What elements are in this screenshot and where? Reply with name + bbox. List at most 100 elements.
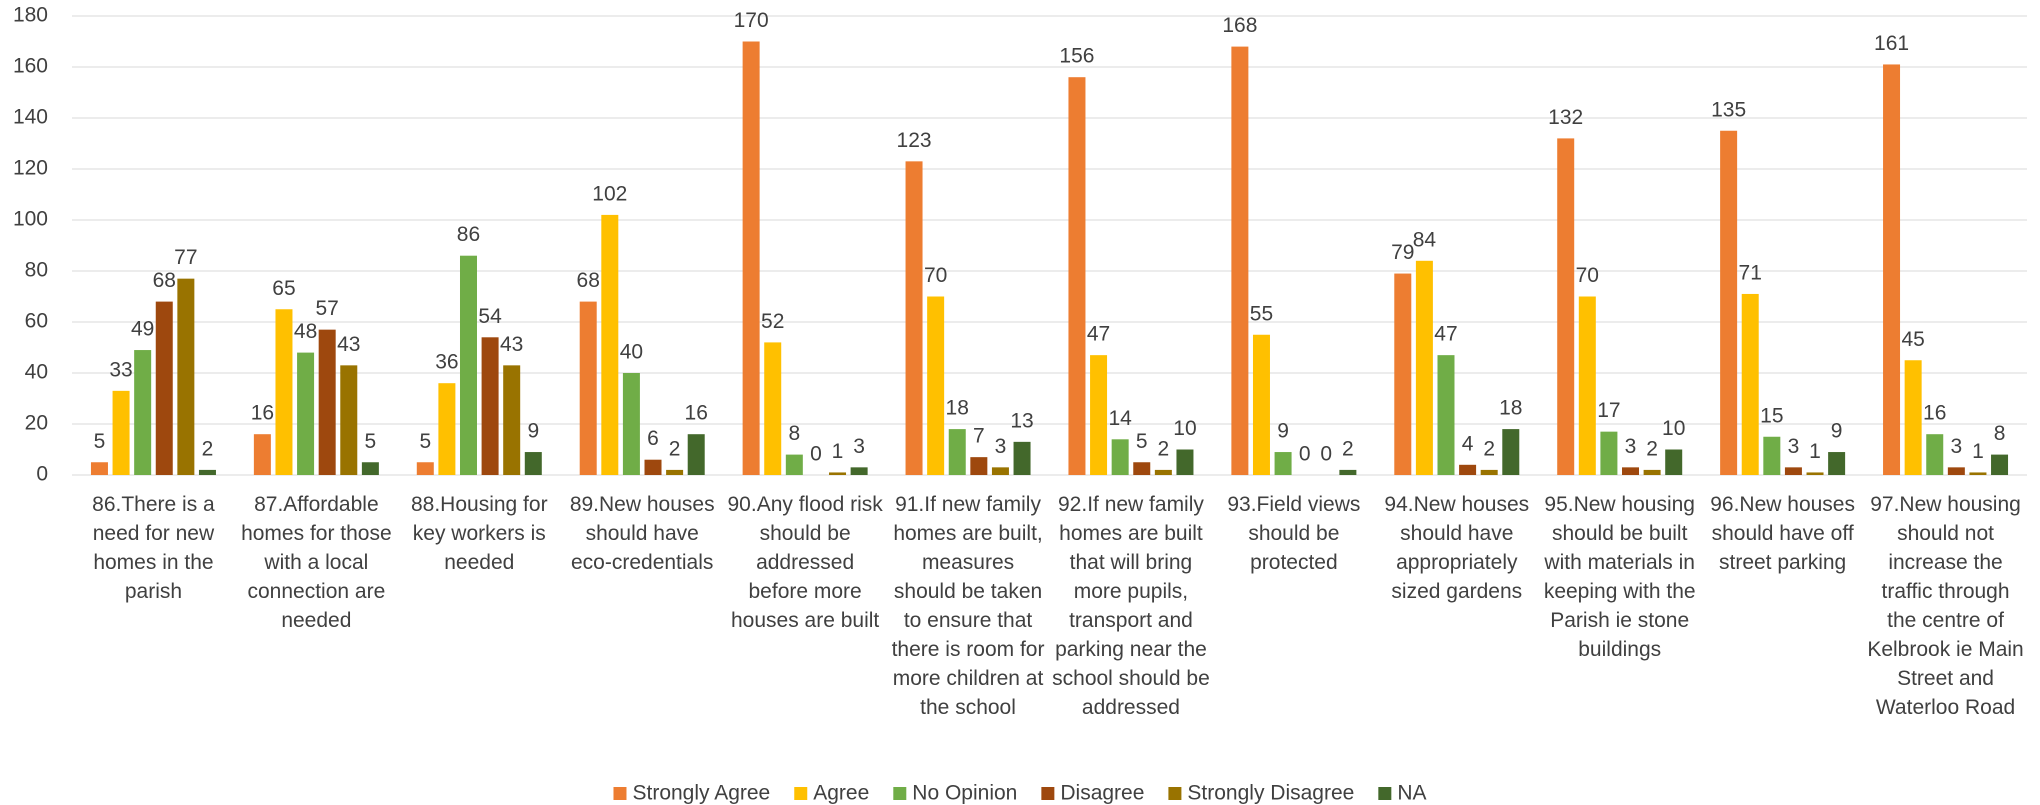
bar [1991,454,2009,475]
x-tick-label-line: addressed [1082,696,1180,719]
legend-swatch [1168,787,1182,800]
bar [524,452,542,475]
bar [1643,469,1661,475]
x-tick-label: 93.Field views should be protected [1227,493,1360,574]
bar [361,462,379,475]
data-label: 135 [1711,98,1746,121]
bar [90,462,108,475]
data-label: 2 [1646,437,1658,460]
bar [275,309,293,475]
x-tick-label-line: should have off [1712,522,1854,545]
y-tick-label: 160 [13,55,48,78]
bar [764,342,782,475]
data-label: 1 [832,440,844,463]
bar [970,457,988,475]
data-label: 86 [457,223,480,246]
x-tick-label-line: 92.If new family [1058,493,1204,516]
x-tick-label-line: transport and [1069,609,1193,632]
data-label: 3 [995,435,1007,458]
bar [666,469,684,475]
bar [438,383,456,475]
data-label: 3 [1788,435,1800,458]
x-tick-label-line: should be [1248,522,1339,545]
data-label: 0 [810,443,822,466]
x-tick-label-line: 97.New housing [1870,493,2021,516]
data-label: 43 [337,333,360,356]
x-tick-label-line: should be [760,522,851,545]
data-label: 45 [1901,328,1924,351]
x-tick-label: 94.New houses should have appropriately siz… [1384,493,1529,603]
data-label: 102 [592,182,627,205]
x-tick-label: 92.If new family homes are built that will… [1052,493,1210,719]
bar [1133,462,1151,475]
legend-label: Disagree [1060,782,1144,805]
x-tick-label: 90.Any flood risk should be addressed befor… [728,493,884,632]
bar [622,373,640,475]
data-label: 3 [1625,435,1637,458]
x-tick-label-line: should have [586,522,699,545]
x-tick-label-line: Parish ie stone [1550,609,1689,632]
x-tick-label-line: 96.New houses [1710,493,1855,516]
data-label: 70 [1576,264,1599,287]
bar [1741,293,1759,475]
bar [1090,355,1108,475]
data-label: 2 [669,437,681,460]
data-label: 40 [620,341,643,364]
bar [1904,360,1922,475]
y-tick-label: 120 [13,157,48,180]
data-label: 14 [1108,407,1132,430]
x-tick-label-line: street parking [1719,551,1846,574]
x-tick-label: 91.If new family homes are built, measures… [892,493,1045,719]
data-label: 123 [897,129,932,152]
data-label: 16 [1923,402,1946,425]
data-label: 132 [1548,106,1583,129]
data-label: 79 [1391,241,1414,264]
x-tick-label-line: more pupils, [1074,580,1188,603]
bar [1252,334,1270,475]
bar [1339,469,1357,475]
bar [1969,472,1987,475]
data-label: 13 [1010,409,1033,432]
x-tick-label-line: 86.There is a [92,493,215,516]
data-label: 18 [946,397,969,420]
bar [1068,77,1086,475]
bar [1665,449,1683,475]
x-tick-label-line: with a local [263,551,368,574]
data-label: 70 [924,264,947,287]
bar [198,469,216,475]
legend-swatch [613,787,627,800]
x-tick-label-line: homes are built, [893,522,1042,545]
data-label: 168 [1222,14,1257,37]
data-label: 161 [1874,32,1909,55]
x-tick-label-line: 95.New housing [1544,493,1695,516]
bar [1883,64,1901,475]
data-label: 170 [734,9,769,32]
bar [1947,467,1965,475]
y-tick-label: 40 [25,361,48,384]
bar [1600,431,1618,475]
bar [829,472,847,475]
y-tick-label: 0 [36,463,48,486]
x-tick-label-line: before more [749,580,862,603]
data-label: 5 [1136,430,1148,453]
data-label: 7 [973,425,985,448]
data-label: 54 [478,305,502,328]
x-tick-label: 87.Affordable homes for those with a local… [241,493,392,632]
data-label: 2 [1342,437,1354,460]
bar [134,350,152,475]
bar [1480,469,1498,475]
data-label: 57 [315,297,338,320]
bar [905,161,923,475]
data-label: 71 [1739,261,1762,284]
x-tick-label-line: 87.Affordable [254,493,379,516]
legend-swatch [1378,787,1392,800]
x-tick-label-line: keeping with the [1544,580,1696,603]
x-tick-label-line: protected [1250,551,1338,574]
bar [112,390,130,475]
y-tick-label: 140 [13,106,48,129]
x-tick-label-line: buildings [1578,638,1661,661]
bar [1154,469,1172,475]
data-label: 47 [1434,323,1457,346]
x-tick-label-line: with materials in [1543,551,1695,574]
